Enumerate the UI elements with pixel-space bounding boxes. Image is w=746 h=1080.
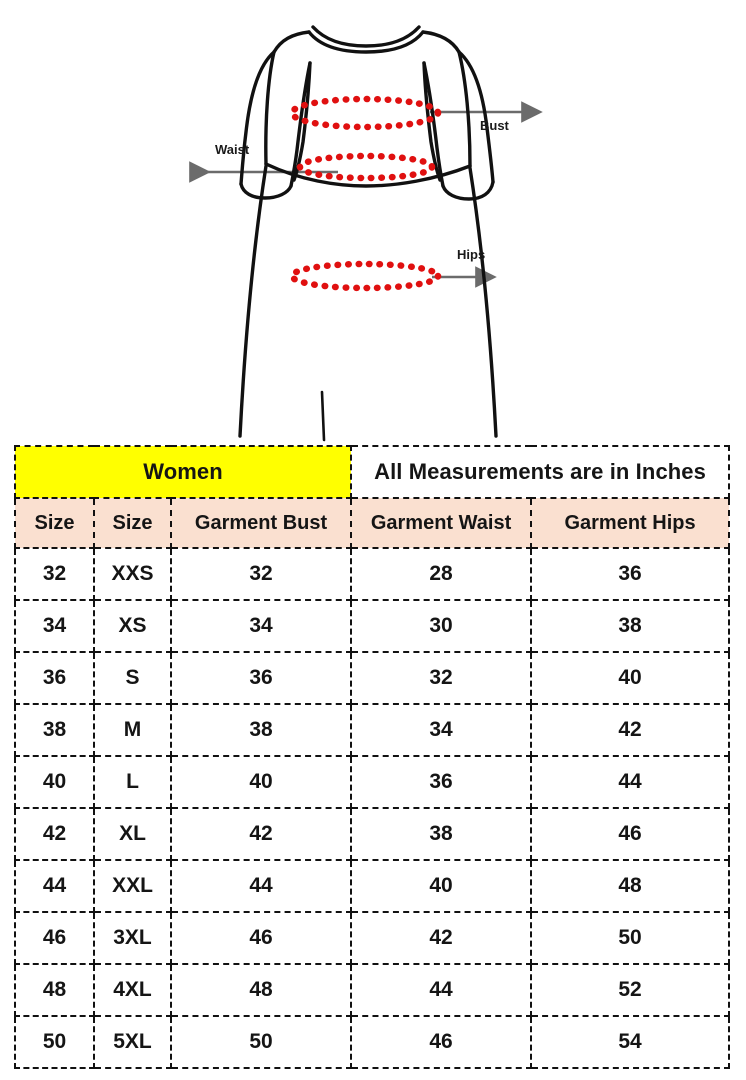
waist-band bbox=[296, 152, 436, 182]
column-header-size-numeric: Size bbox=[14, 497, 95, 549]
cell-size-alpha: M bbox=[93, 703, 172, 757]
measurement-units-cell: All Measurements are in Inches bbox=[350, 445, 731, 499]
cell-garment-waist: 34 bbox=[350, 703, 533, 757]
cell-size-numeric: 32 bbox=[14, 547, 95, 601]
cell-size-alpha: 4XL bbox=[93, 963, 172, 1017]
table-row: 38 M 38 34 42 bbox=[14, 703, 731, 757]
column-header-garment-bust: Garment Bust bbox=[169, 497, 353, 549]
cell-garment-waist: 28 bbox=[350, 547, 533, 601]
cell-garment-hips: 36 bbox=[530, 547, 731, 601]
cell-size-numeric: 34 bbox=[14, 599, 95, 653]
cell-garment-hips: 52 bbox=[530, 963, 731, 1017]
cell-size-alpha: S bbox=[93, 651, 172, 705]
table-row: 44 XXL 44 40 48 bbox=[14, 859, 731, 913]
cell-garment-waist: 32 bbox=[350, 651, 533, 705]
cell-size-numeric: 44 bbox=[14, 859, 95, 913]
cell-size-alpha: 5XL bbox=[93, 1015, 172, 1069]
cell-size-numeric: 50 bbox=[14, 1015, 95, 1069]
size-chart-table-container: Women All Measurements are in Inches Siz… bbox=[13, 445, 731, 1069]
cell-garment-hips: 40 bbox=[530, 651, 731, 705]
column-header-size-alpha: Size bbox=[93, 497, 172, 549]
table-row: 32 XXS 32 28 36 bbox=[14, 547, 731, 601]
cell-garment-waist: 36 bbox=[350, 755, 533, 809]
dress-measurement-illustration: Bust Waist Hips bbox=[0, 0, 746, 445]
cell-garment-bust: 50 bbox=[169, 1015, 353, 1069]
hips-band bbox=[288, 260, 442, 292]
column-header-garment-hips: Garment Hips bbox=[530, 497, 731, 549]
cell-garment-waist: 30 bbox=[350, 599, 533, 653]
cell-size-alpha: XS bbox=[93, 599, 172, 653]
size-chart-body: Women All Measurements are in Inches Siz… bbox=[13, 445, 731, 1069]
cell-garment-hips: 44 bbox=[530, 755, 731, 809]
cell-garment-bust: 42 bbox=[169, 807, 353, 861]
table-row: 42 XL 42 38 46 bbox=[14, 807, 731, 861]
column-header-garment-waist: Garment Waist bbox=[350, 497, 533, 549]
cell-garment-waist: 40 bbox=[350, 859, 533, 913]
cell-garment-waist: 44 bbox=[350, 963, 533, 1017]
cell-garment-hips: 38 bbox=[530, 599, 731, 653]
cell-garment-hips: 50 bbox=[530, 911, 731, 965]
cell-garment-bust: 34 bbox=[169, 599, 353, 653]
cell-garment-hips: 54 bbox=[530, 1015, 731, 1069]
bust-label: Bust bbox=[480, 118, 510, 133]
cell-size-alpha: XL bbox=[93, 807, 172, 861]
cell-size-numeric: 36 bbox=[14, 651, 95, 705]
hips-label: Hips bbox=[457, 247, 485, 262]
cell-size-numeric: 46 bbox=[14, 911, 95, 965]
cell-garment-waist: 42 bbox=[350, 911, 533, 965]
table-header-row: Size Size Garment Bust Garment Waist Gar… bbox=[14, 497, 731, 549]
table-row: 36 S 36 32 40 bbox=[14, 651, 731, 705]
table-row: 40 L 40 36 44 bbox=[14, 755, 731, 809]
cell-size-numeric: 38 bbox=[14, 703, 95, 757]
size-chart-table: Women All Measurements are in Inches Siz… bbox=[13, 445, 731, 1069]
women-title-cell: Women bbox=[13, 445, 353, 499]
table-title-row: Women All Measurements are in Inches bbox=[13, 445, 731, 499]
dress-outline bbox=[238, 25, 498, 442]
table-row: 50 5XL 50 46 54 bbox=[14, 1015, 731, 1069]
cell-size-numeric: 48 bbox=[14, 963, 95, 1017]
cell-garment-hips: 42 bbox=[530, 703, 731, 757]
bust-band bbox=[288, 95, 442, 131]
cell-size-numeric: 40 bbox=[14, 755, 95, 809]
table-row: 46 3XL 46 42 50 bbox=[14, 911, 731, 965]
cell-size-alpha: 3XL bbox=[93, 911, 172, 965]
cell-garment-bust: 48 bbox=[169, 963, 353, 1017]
cell-size-alpha: XXL bbox=[93, 859, 172, 913]
cell-garment-bust: 36 bbox=[169, 651, 353, 705]
cell-size-alpha: XXS bbox=[93, 547, 172, 601]
table-row: 48 4XL 48 44 52 bbox=[14, 963, 731, 1017]
cell-size-numeric: 42 bbox=[14, 807, 95, 861]
cell-garment-bust: 40 bbox=[169, 755, 353, 809]
cell-garment-hips: 46 bbox=[530, 807, 731, 861]
cell-garment-hips: 48 bbox=[530, 859, 731, 913]
cell-garment-bust: 32 bbox=[169, 547, 353, 601]
waist-label: Waist bbox=[215, 142, 250, 157]
cell-garment-bust: 38 bbox=[169, 703, 353, 757]
table-row: 34 XS 34 30 38 bbox=[14, 599, 731, 653]
cell-garment-bust: 46 bbox=[169, 911, 353, 965]
cell-garment-waist: 38 bbox=[350, 807, 533, 861]
cell-garment-bust: 44 bbox=[169, 859, 353, 913]
cell-size-alpha: L bbox=[93, 755, 172, 809]
cell-garment-waist: 46 bbox=[350, 1015, 533, 1069]
